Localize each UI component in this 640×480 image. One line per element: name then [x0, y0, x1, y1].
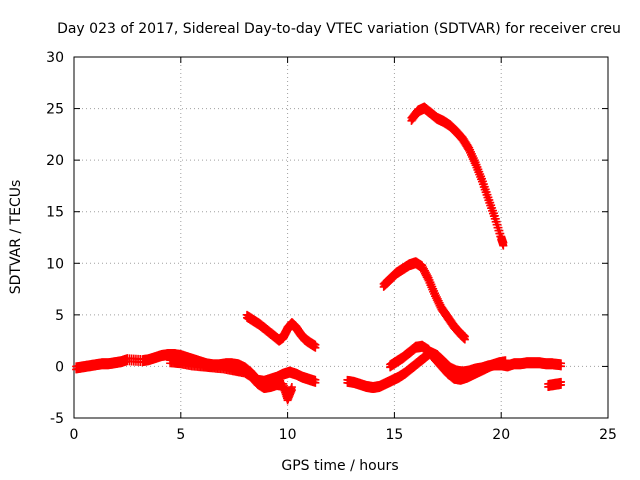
series-arc-high	[407, 102, 508, 250]
series-arc-mid	[379, 257, 469, 344]
data-point	[557, 362, 566, 371]
data-point	[287, 386, 296, 395]
y-tick-label: 10	[46, 256, 64, 272]
axes	[73, 56, 609, 419]
y-axis-label: SDTVAR / TECUs	[8, 180, 24, 295]
series-tail-segment	[544, 377, 566, 391]
x-tick-label: 15	[385, 427, 403, 443]
y-tick-label: 15	[46, 205, 64, 221]
y-tick-label: 20	[46, 153, 64, 169]
data-point	[311, 378, 320, 387]
data-series	[72, 102, 566, 405]
y-tick-label: 30	[46, 50, 64, 66]
chart-title: Day 023 of 2017, Sidereal Day-to-day VTE…	[57, 21, 621, 37]
series-baseline-late-upper	[386, 340, 510, 385]
plot-frame	[73, 56, 609, 419]
data-point	[557, 380, 566, 389]
y-tick-label: 5	[55, 308, 64, 324]
y-tick-label: -5	[50, 411, 64, 427]
x-tick-label: 25	[599, 427, 617, 443]
y-tick-label: 0	[55, 359, 64, 375]
data-point	[501, 359, 510, 368]
data-point	[460, 335, 469, 344]
x-tick-label: 10	[279, 427, 297, 443]
x-tick-label: 5	[176, 427, 185, 443]
x-tick-label: 0	[70, 427, 79, 443]
series-arc-morning	[243, 310, 320, 352]
y-tick-label: 25	[46, 102, 64, 118]
data-point	[499, 241, 508, 250]
x-tick-label: 20	[492, 427, 510, 443]
series-baseline-early	[72, 349, 320, 387]
data-point	[311, 343, 320, 352]
x-axis-label: GPS time / hours	[281, 458, 398, 474]
series-baseline-early-lower	[166, 356, 296, 405]
tick-labels: 0 5 10 15 20 25 -5 0 5 10 15 20 25 30	[46, 50, 617, 443]
